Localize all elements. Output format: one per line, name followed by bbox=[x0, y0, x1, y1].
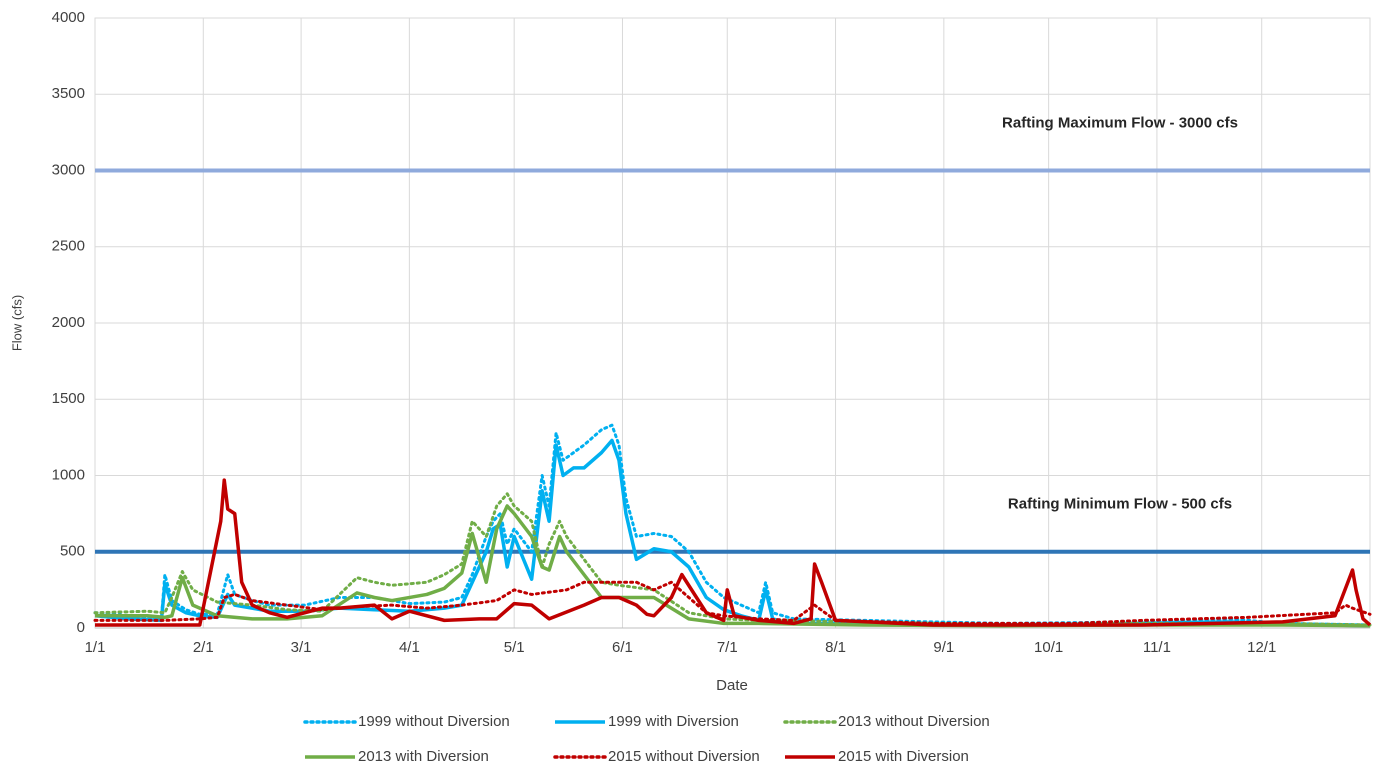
y-tick-label: 1500 bbox=[52, 390, 85, 407]
x-tick-label: 3/1 bbox=[291, 639, 312, 656]
y-tick-label: 1000 bbox=[52, 466, 85, 483]
x-tick-label: 8/1 bbox=[825, 639, 846, 656]
y-tick-label: 2000 bbox=[52, 314, 85, 331]
x-tick-label: 4/1 bbox=[399, 639, 420, 656]
y-tick-label: 0 bbox=[77, 619, 85, 636]
reference-label: Rafting Maximum Flow - 3000 cfs bbox=[1002, 114, 1238, 131]
y-tick-label: 500 bbox=[60, 543, 85, 560]
series-line bbox=[95, 478, 1372, 627]
x-tick-label: 12/1 bbox=[1247, 639, 1276, 656]
x-tick-label: 9/1 bbox=[933, 639, 954, 656]
legend-label: 2013 without Diversion bbox=[838, 713, 990, 730]
legend-label: 1999 without Diversion bbox=[358, 713, 510, 730]
x-tick-label: 6/1 bbox=[612, 639, 633, 656]
x-tick-label: 2/1 bbox=[193, 639, 214, 656]
y-tick-label: 3500 bbox=[52, 85, 85, 102]
x-tick-label: 10/1 bbox=[1034, 639, 1063, 656]
y-tick-label: 2500 bbox=[52, 238, 85, 255]
legend-label: 2013 with Diversion bbox=[358, 748, 489, 765]
legend-label: 1999 with Diversion bbox=[608, 713, 739, 730]
x-axis-label: Date bbox=[716, 677, 748, 694]
series-line bbox=[95, 504, 1371, 628]
x-tick-label: 7/1 bbox=[717, 639, 738, 656]
legend-label: 2015 without Diversion bbox=[608, 748, 760, 765]
series-line bbox=[94, 438, 1371, 628]
x-tick-label: 11/1 bbox=[1143, 639, 1171, 656]
y-tick-label: 3000 bbox=[52, 161, 85, 178]
x-tick-label: 5/1 bbox=[504, 639, 525, 656]
x-tick-label: 1/1 bbox=[85, 639, 106, 656]
reference-label: Rafting Minimum Flow - 500 cfs bbox=[1008, 496, 1232, 513]
y-axis-label: Flow (cfs) bbox=[9, 295, 24, 351]
y-tick-label: 4000 bbox=[52, 9, 85, 26]
series-line bbox=[93, 423, 1372, 627]
legend-label: 2015 with Diversion bbox=[838, 748, 969, 765]
